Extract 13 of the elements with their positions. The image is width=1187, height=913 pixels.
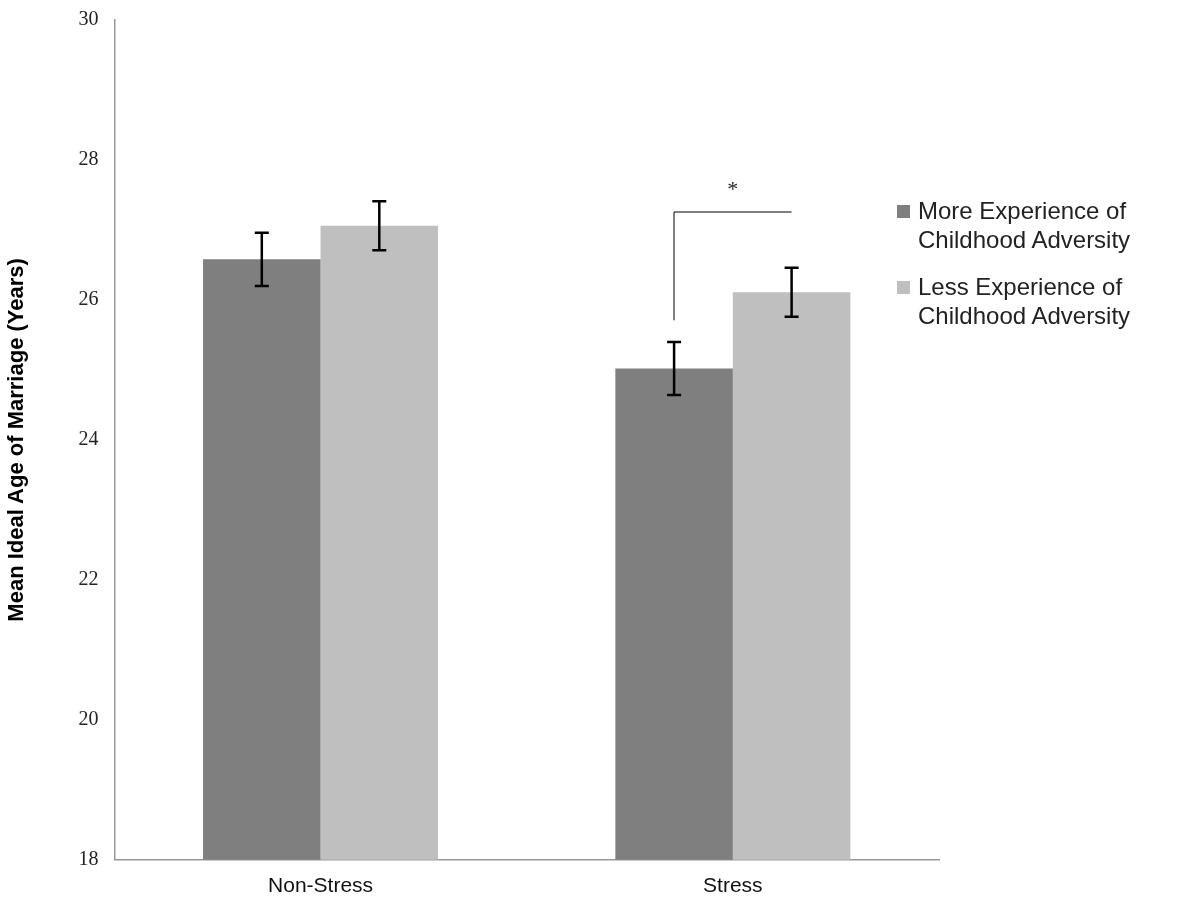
- legend-label: Less Experience of Childhood Adversity: [918, 272, 1132, 330]
- y-tick-label: 24: [78, 427, 99, 450]
- annotation: *: [727, 176, 739, 203]
- y-axis-title: Mean Ideal Age of Marriage (Years): [3, 258, 29, 622]
- y-tick-label: 18: [78, 847, 99, 870]
- y-tick-label: 22: [78, 567, 99, 590]
- y-tick-label: 30: [78, 7, 99, 30]
- y-tick-label: 28: [78, 147, 99, 170]
- y-tick-label: 26: [78, 287, 99, 310]
- x-tick-label: Stress: [703, 873, 763, 897]
- legend-label: More Experience of Childhood Adversity: [918, 196, 1132, 254]
- x-tick-label: Non-Stress: [268, 873, 374, 897]
- y-tick-label: 20: [78, 707, 99, 730]
